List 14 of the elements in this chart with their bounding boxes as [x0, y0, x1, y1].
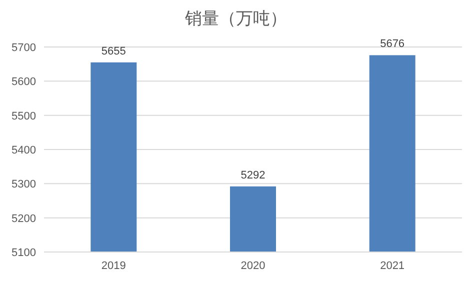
y-tick-label: 5500: [12, 110, 36, 122]
x-tick-label: 2020: [240, 260, 266, 272]
y-tick-label: 5300: [12, 178, 36, 191]
data-label: 5655: [101, 45, 126, 58]
y-tick-label: 5200: [12, 212, 36, 225]
y-tick-label: 5100: [12, 247, 36, 259]
x-tick-label: 2019: [101, 260, 126, 272]
y-tick-label: 5600: [12, 76, 36, 88]
x-tick-label: 2021: [380, 260, 405, 272]
y-tick-label: 5700: [12, 42, 36, 54]
chart-title: 销量（万吨）: [184, 9, 287, 28]
data-label: 5676: [380, 38, 405, 50]
y-tick-label: 5400: [12, 144, 36, 156]
data-label: 5292: [240, 169, 266, 182]
